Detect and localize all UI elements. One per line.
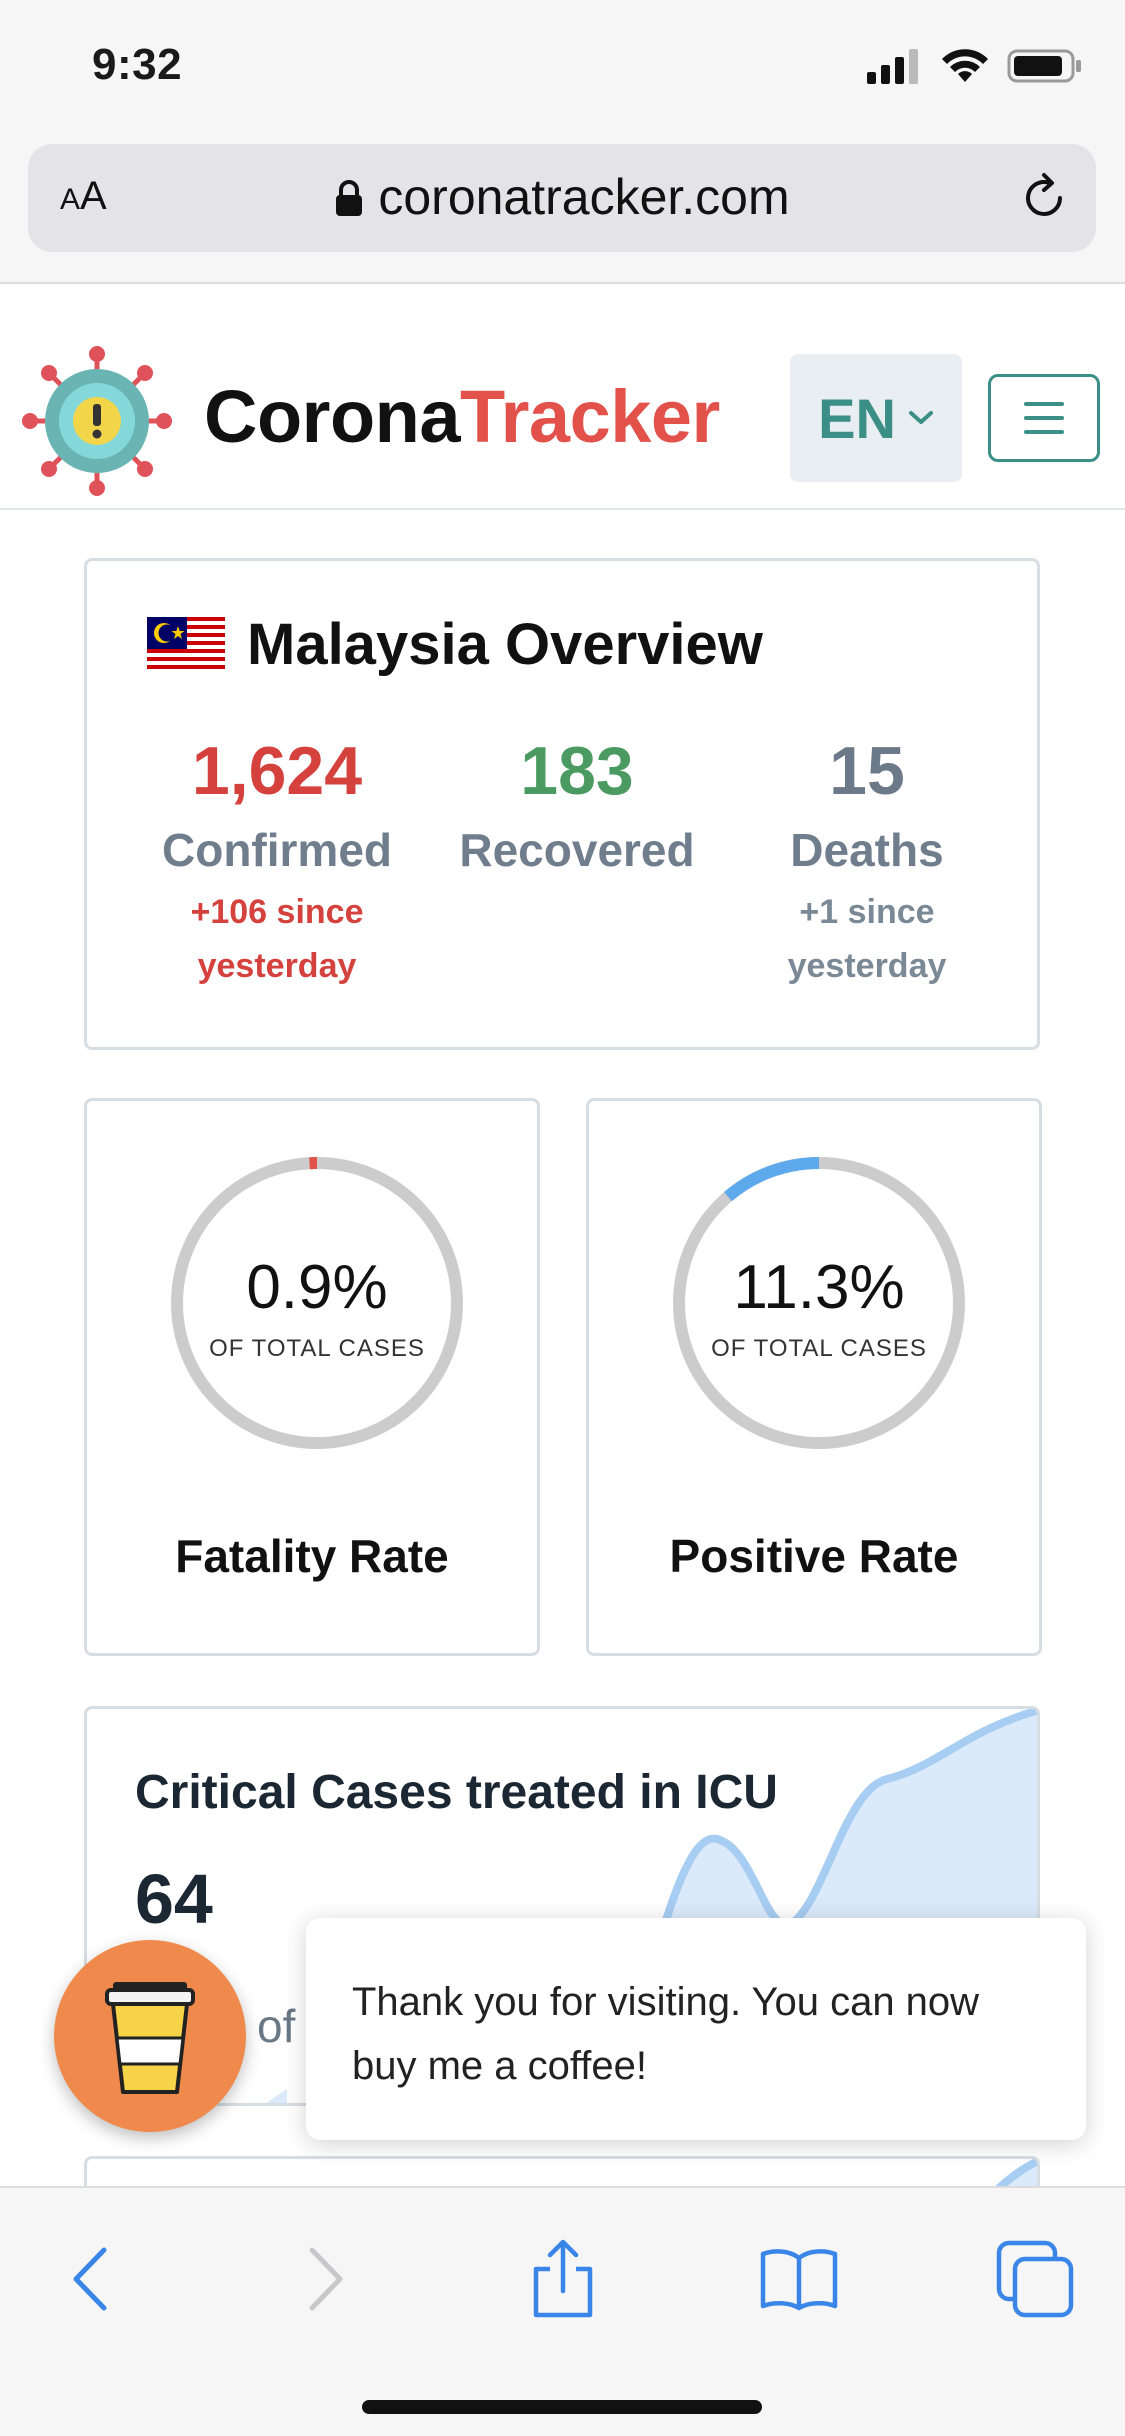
icu-value: 64 [135,1860,213,1938]
url-text: coronatracker.com [378,169,790,225]
browser-toolbar [0,2186,1125,2436]
confirmed-value: 1,624 [191,733,363,809]
status-icons [867,48,1083,84]
address-bar[interactable]: AA coronatracker.com [28,144,1096,252]
brand-title[interactable]: CoronaTracker [204,374,720,459]
hamburger-menu-icon[interactable] [988,374,1100,462]
language-select[interactable]: EN [790,354,962,482]
overview-card: Malaysia Overview 1,624 Confirmed +106 s… [84,558,1040,1050]
coffee-toast[interactable]: Thank you for visiting. You can now buy … [306,1918,1086,2140]
forward-icon[interactable] [280,2234,370,2324]
icu-subtitle: of [257,2000,296,2052]
brand-part1: Corona [204,375,461,458]
deaths-change: +1 since yesterday [787,893,947,985]
status-time: 9:32 [92,40,183,89]
reload-icon[interactable] [1018,172,1070,224]
fatality-rate-sub: OF TOTAL CASES [209,1334,425,1362]
chevron-down-icon [908,411,933,424]
lock-icon [336,179,363,216]
deaths-value: 15 [829,733,905,809]
tabs-icon[interactable] [990,2234,1080,2324]
site-header: CoronaTracker EN [0,286,1125,510]
language-label: EN [818,386,896,450]
stat-confirmed: 1,624 Confirmed +106 since yesterday [127,731,427,993]
buy-coffee-button[interactable] [54,1940,246,2132]
recovered-value: 183 [520,733,634,809]
stat-recovered: 183 Recovered [427,731,727,877]
positive-rate-ring [673,1157,965,1449]
url-display[interactable]: coronatracker.com [28,168,1096,226]
fatality-rate-center: 0.9% OF TOTAL CASES [167,1153,467,1453]
positive-rate-card: 11.3% OF TOTAL CASES Positive Rate [586,1098,1042,1656]
icu-title: Critical Cases treated in ICU [135,1766,778,1819]
coffee-cup-icon [105,1982,195,2094]
positive-rate-value: 11.3% [733,1252,905,1322]
share-icon[interactable] [518,2234,608,2324]
coronatracker-logo-icon[interactable] [22,346,172,496]
cellular-signal-icon [867,49,918,84]
confirmed-change: +106 since yesterday [190,893,364,985]
fatality-rate-ring [171,1157,463,1449]
overview-title: Malaysia Overview [147,611,763,678]
recovered-label: Recovered [459,824,695,876]
deaths-label: Deaths [790,824,944,876]
overview-title-text: Malaysia Overview [247,612,763,677]
battery-icon [1007,49,1081,83]
positive-rate-sub: OF TOTAL CASES [711,1334,927,1362]
coffee-toast-text: Thank you for visiting. You can now buy … [352,1980,980,2088]
text-size-button[interactable]: AA [60,174,107,218]
back-icon[interactable] [46,2234,136,2324]
fatality-rate-card: 0.9% OF TOTAL CASES Fatality Rate [84,1098,540,1656]
stat-deaths: 15 Deaths +1 since yesterday [717,731,1017,993]
brand-part2: Tracker [460,375,720,458]
status-bar: 9:32 [0,0,1125,140]
fatality-rate-value: 0.9% [246,1252,388,1322]
wifi-icon [942,49,988,82]
malaysia-flag-icon [147,616,225,673]
fatality-rate-title: Fatality Rate [175,1530,449,1582]
bookmarks-icon[interactable] [754,2234,844,2324]
confirmed-label: Confirmed [162,824,392,876]
positive-rate-title: Positive Rate [669,1530,959,1582]
positive-rate-center: 11.3% OF TOTAL CASES [669,1153,969,1453]
browser-address-area: AA coronatracker.com [0,140,1125,284]
home-indicator [362,2400,762,2414]
